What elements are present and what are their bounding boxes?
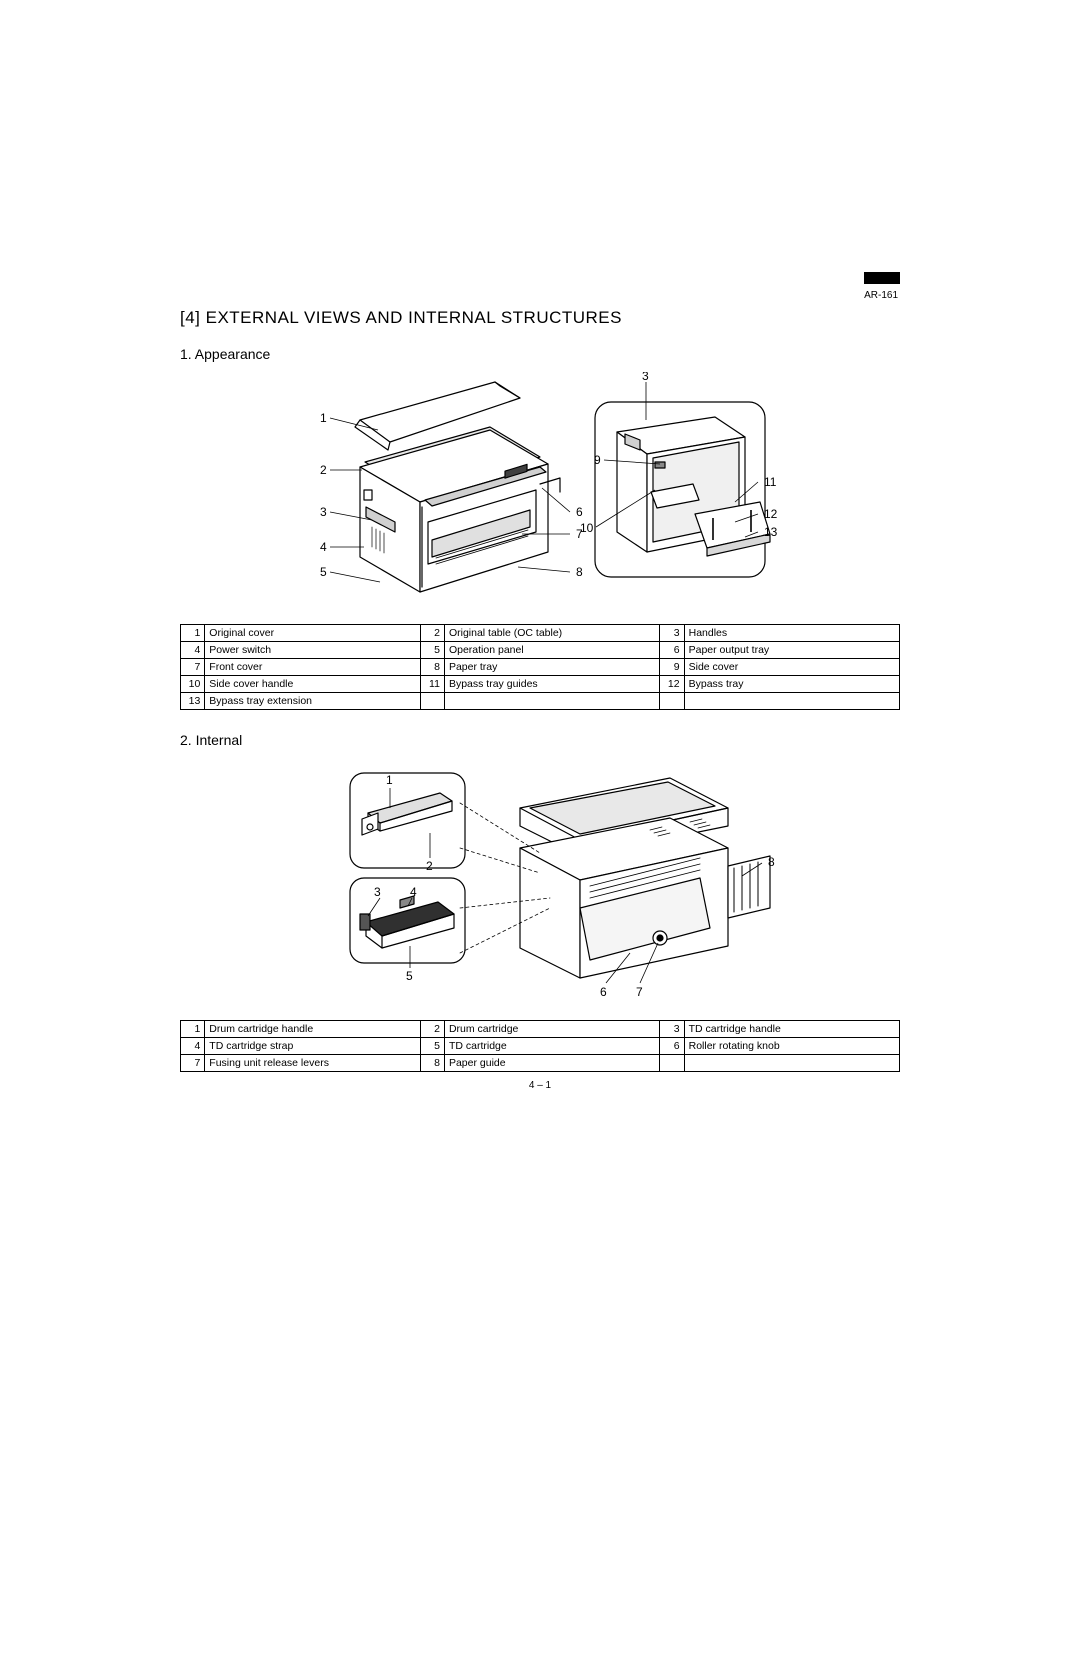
part-number: 2 bbox=[420, 625, 444, 642]
part-label: Bypass tray extension bbox=[205, 693, 420, 710]
part-number: 2 bbox=[420, 1021, 444, 1038]
part-label: Bypass tray guides bbox=[444, 676, 659, 693]
callout2-4: 4 bbox=[410, 885, 417, 899]
table-row: 1Original cover2Original table (OC table… bbox=[181, 625, 900, 642]
callout-2: 2 bbox=[320, 463, 327, 477]
callout-11: 11 bbox=[764, 475, 777, 489]
part-label: Original table (OC table) bbox=[444, 625, 659, 642]
part-label: Side cover bbox=[684, 659, 899, 676]
part-number: 12 bbox=[660, 676, 684, 693]
part-label: Handles bbox=[684, 625, 899, 642]
part-label: Fusing unit release levers bbox=[205, 1055, 420, 1072]
part-number: 5 bbox=[420, 1038, 444, 1055]
callout2-5: 5 bbox=[406, 969, 413, 983]
part-label: Bypass tray bbox=[684, 676, 899, 693]
table-row: 1Drum cartridge handle2Drum cartridge3TD… bbox=[181, 1021, 900, 1038]
part-number: 10 bbox=[181, 676, 205, 693]
part-label bbox=[684, 1055, 899, 1072]
figure2-internal: 1 2 3 4 5 6 7 8 bbox=[180, 758, 900, 1008]
callout2-7: 7 bbox=[636, 985, 643, 999]
callout-6: 6 bbox=[576, 505, 583, 519]
part-number bbox=[660, 1055, 684, 1072]
part-label: Operation panel bbox=[444, 642, 659, 659]
callout-8: 8 bbox=[576, 565, 583, 579]
part-number: 6 bbox=[660, 1038, 684, 1055]
part-number: 11 bbox=[420, 676, 444, 693]
part-number: 4 bbox=[181, 1038, 205, 1055]
part-number: 1 bbox=[181, 625, 205, 642]
table-row: 10Side cover handle11Bypass tray guides1… bbox=[181, 676, 900, 693]
part-number: 4 bbox=[181, 642, 205, 659]
part-number: 3 bbox=[660, 625, 684, 642]
part-label: TD cartridge strap bbox=[205, 1038, 420, 1055]
part-number: 9 bbox=[660, 659, 684, 676]
part-label: Roller rotating knob bbox=[684, 1038, 899, 1055]
callout2-3: 3 bbox=[374, 885, 381, 899]
table-row: 7Front cover8Paper tray9Side cover bbox=[181, 659, 900, 676]
header-black-marker bbox=[864, 272, 900, 284]
part-label: TD cartridge handle bbox=[684, 1021, 899, 1038]
part-number: 3 bbox=[660, 1021, 684, 1038]
part-number: 1 bbox=[181, 1021, 205, 1038]
part-label: Power switch bbox=[205, 642, 420, 659]
page-content: [4] EXTERNAL VIEWS AND INTERNAL STRUCTUR… bbox=[180, 308, 900, 1094]
part-number: 5 bbox=[420, 642, 444, 659]
part-label: Original cover bbox=[205, 625, 420, 642]
callout-3b: 3 bbox=[642, 372, 649, 383]
callout2-6: 6 bbox=[600, 985, 607, 999]
chapter-title: [4] EXTERNAL VIEWS AND INTERNAL STRUCTUR… bbox=[180, 308, 900, 328]
callout2-1: 1 bbox=[386, 773, 393, 787]
part-label: Paper output tray bbox=[684, 642, 899, 659]
callout-1: 1 bbox=[320, 411, 327, 425]
table2-internal-parts: 1Drum cartridge handle2Drum cartridge3TD… bbox=[180, 1020, 900, 1072]
callout-4: 4 bbox=[320, 540, 327, 554]
table-row: 4Power switch5Operation panel6Paper outp… bbox=[181, 642, 900, 659]
table1-appearance-parts: 1Original cover2Original table (OC table… bbox=[180, 624, 900, 710]
part-label: Paper guide bbox=[444, 1055, 659, 1072]
callout2-2: 2 bbox=[426, 859, 433, 873]
part-number bbox=[660, 693, 684, 710]
part-number: 7 bbox=[181, 659, 205, 676]
callout-9: 9 bbox=[594, 453, 601, 467]
part-label: Paper tray bbox=[444, 659, 659, 676]
callout-3: 3 bbox=[320, 505, 327, 519]
table-row: 13Bypass tray extension bbox=[181, 693, 900, 710]
part-number: 8 bbox=[420, 659, 444, 676]
part-label: Drum cartridge handle bbox=[205, 1021, 420, 1038]
part-number: 6 bbox=[660, 642, 684, 659]
part-label: Drum cartridge bbox=[444, 1021, 659, 1038]
part-label: Side cover handle bbox=[205, 676, 420, 693]
section2-title: 2. Internal bbox=[180, 732, 900, 748]
part-label: TD cartridge bbox=[444, 1038, 659, 1055]
table-row: 4TD cartridge strap5TD cartridge6Roller … bbox=[181, 1038, 900, 1055]
section1-title: 1. Appearance bbox=[180, 346, 900, 362]
callout-10: 10 bbox=[580, 521, 594, 535]
figure1-appearance: 1 2 3 4 5 6 7 8 bbox=[180, 372, 900, 612]
callout-12: 12 bbox=[764, 507, 778, 521]
part-label: Front cover bbox=[205, 659, 420, 676]
part-label bbox=[444, 693, 659, 710]
callout-5: 5 bbox=[320, 565, 327, 579]
part-number bbox=[420, 693, 444, 710]
part-label bbox=[684, 693, 899, 710]
page-number: 4 – 1 bbox=[0, 1080, 1080, 1091]
part-number: 13 bbox=[181, 693, 205, 710]
callout2-8: 8 bbox=[768, 855, 775, 869]
model-label: AR-161 bbox=[864, 290, 898, 301]
part-number: 8 bbox=[420, 1055, 444, 1072]
callout-13: 13 bbox=[764, 525, 778, 539]
part-number: 7 bbox=[181, 1055, 205, 1072]
table-row: 7Fusing unit release levers8Paper guide bbox=[181, 1055, 900, 1072]
